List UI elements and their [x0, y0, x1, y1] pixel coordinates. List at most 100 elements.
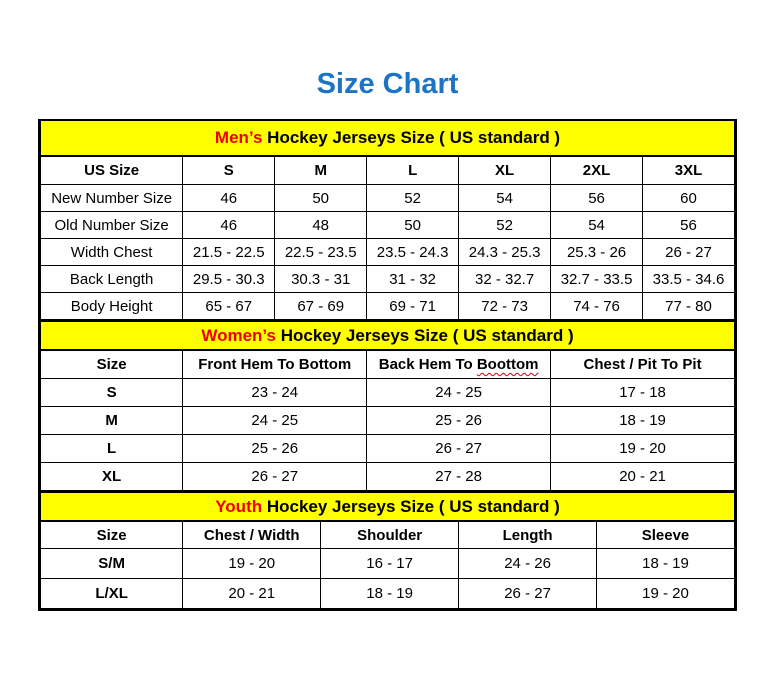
row-label-cell: L	[39, 434, 184, 463]
value-cell: 33.5 - 34.6	[642, 265, 735, 293]
table-row: XL 26 - 27 27 - 28 20 - 21	[39, 462, 735, 491]
section-title-rest: Hockey Jerseys Size ( US standard )	[262, 496, 560, 516]
column-header: 2XL	[550, 155, 644, 185]
table-row: Old Number Size 46 48 50 52 54 56	[39, 211, 735, 239]
size-table-womens: Women’s Hockey Jerseys Size ( US standar…	[39, 320, 735, 491]
value-cell: 19 - 20	[182, 548, 322, 579]
column-header: Back Hem To Boottom	[366, 349, 552, 379]
section-title: Men’s Hockey Jerseys Size ( US standard …	[40, 121, 735, 157]
value-cell: 50	[366, 211, 460, 239]
value-cell: 69 - 71	[366, 292, 460, 320]
value-cell: 32 - 32.7	[458, 265, 552, 293]
table-row: M 24 - 25 25 - 26 18 - 19	[39, 406, 735, 435]
value-cell: 26 - 27	[458, 578, 598, 609]
value-cell: 24 - 25	[366, 378, 552, 407]
page-title: Size Chart	[316, 68, 459, 100]
value-cell: 16 - 17	[320, 548, 460, 579]
table-row: Width Chest 21.5 - 22.5 22.5 - 23.5 23.5 - …	[39, 238, 735, 266]
value-cell: 52	[366, 184, 460, 212]
value-cell: 25.3 - 26	[550, 238, 644, 266]
row-label-cell: S	[39, 378, 184, 407]
value-cell: 18 - 19	[596, 548, 735, 579]
row-label-cell: L/XL	[39, 578, 184, 609]
misspelled-word: Boottom	[476, 356, 539, 373]
row-label-cell: Body Height	[39, 292, 184, 320]
value-cell: 20 - 21	[550, 462, 735, 491]
section-title: Women’s Hockey Jerseys Size ( US standar…	[40, 320, 735, 351]
section-title-accent: Youth	[215, 496, 263, 516]
value-cell: 54	[550, 211, 644, 239]
value-cell: 25 - 26	[366, 406, 552, 435]
row-label-cell: M	[39, 406, 184, 435]
column-header: Shoulder	[320, 520, 460, 549]
section-title-rest: Hockey Jerseys Size ( US standard )	[275, 325, 574, 345]
value-cell: 77 - 80	[642, 292, 735, 320]
column-header: XL	[458, 155, 552, 185]
value-cell: 56	[550, 184, 644, 212]
table-row: Back Length 29.5 - 30.3 30.3 - 31 31 - 32 32…	[39, 265, 735, 293]
column-header: M	[274, 155, 368, 185]
value-cell: 26 - 27	[642, 238, 735, 266]
value-cell: 24.3 - 25.3	[458, 238, 552, 266]
table-row: New Number Size 46 50 52 54 56 60	[39, 184, 735, 212]
value-cell: 54	[458, 184, 552, 212]
value-cell: 27 - 28	[366, 462, 552, 491]
row-label-cell: S/M	[39, 548, 184, 579]
column-header: Length	[458, 520, 598, 549]
column-header: Front Hem To Bottom	[182, 349, 368, 379]
size-table-mens: Men’s Hockey Jerseys Size ( US standard …	[39, 121, 735, 320]
value-cell: 67 - 69	[274, 292, 368, 320]
value-cell: 25 - 26	[182, 434, 368, 463]
value-cell: 46	[182, 184, 276, 212]
value-cell: 65 - 67	[182, 292, 276, 320]
row-label-cell: Back Length	[39, 265, 184, 293]
column-header: Chest / Width	[182, 520, 322, 549]
value-cell: 50	[274, 184, 368, 212]
column-header: Size	[39, 349, 184, 379]
section-title: Youth Hockey Jerseys Size ( US standard …	[40, 491, 735, 522]
value-cell: 29.5 - 30.3	[182, 265, 276, 293]
size-chart-page: Size Chart Men’s Hockey Jerseys Size ( U…	[38, 0, 737, 611]
table-row: L/XL 20 - 21 18 - 19 26 - 27 19 - 20	[39, 578, 735, 609]
row-label-cell: Width Chest	[39, 238, 184, 266]
value-cell: 24 - 26	[458, 548, 598, 579]
table-row: Body Height 65 - 67 67 - 69 69 - 71 72 - 73 7…	[39, 292, 735, 320]
value-cell: 24 - 25	[182, 406, 368, 435]
value-cell: 18 - 19	[320, 578, 460, 609]
row-label-cell: New Number Size	[39, 184, 184, 212]
section-title-rest: Hockey Jerseys Size ( US standard )	[262, 128, 561, 147]
column-header: S	[182, 155, 276, 185]
value-cell: 18 - 19	[550, 406, 735, 435]
value-cell: 32.7 - 33.5	[550, 265, 644, 293]
value-cell: 30.3 - 31	[274, 265, 368, 293]
column-header: L	[366, 155, 460, 185]
section-title-accent: Men’s	[214, 128, 263, 147]
column-header: US Size	[39, 155, 184, 185]
section-title-accent: Women’s	[201, 325, 276, 345]
value-cell: 19 - 20	[596, 578, 735, 609]
table-row: S 23 - 24 24 - 25 17 - 18	[39, 378, 735, 407]
value-cell: 19 - 20	[550, 434, 735, 463]
row-label-cell: Old Number Size	[39, 211, 184, 239]
value-cell: 17 - 18	[550, 378, 735, 407]
size-table-youth: Youth Hockey Jerseys Size ( US standard …	[39, 491, 735, 609]
value-cell: 31 - 32	[366, 265, 460, 293]
value-cell: 60	[642, 184, 735, 212]
value-cell: 46	[182, 211, 276, 239]
column-header: Sleeve	[596, 520, 735, 549]
value-cell: 20 - 21	[182, 578, 322, 609]
column-header: Chest / Pit To Pit	[550, 349, 735, 379]
column-header: 3XL	[642, 155, 735, 185]
value-cell: 52	[458, 211, 552, 239]
value-cell: 56	[642, 211, 735, 239]
column-header: Size	[39, 520, 184, 549]
table-row: L 25 - 26 26 - 27 19 - 20	[39, 434, 735, 463]
value-cell: 23 - 24	[182, 378, 368, 407]
row-label-cell: XL	[39, 462, 184, 491]
value-cell: 26 - 27	[182, 462, 368, 491]
value-cell: 48	[274, 211, 368, 239]
value-cell: 26 - 27	[366, 434, 552, 463]
value-cell: 21.5 - 22.5	[182, 238, 276, 266]
value-cell: 22.5 - 23.5	[274, 238, 368, 266]
value-cell: 72 - 73	[458, 292, 552, 320]
